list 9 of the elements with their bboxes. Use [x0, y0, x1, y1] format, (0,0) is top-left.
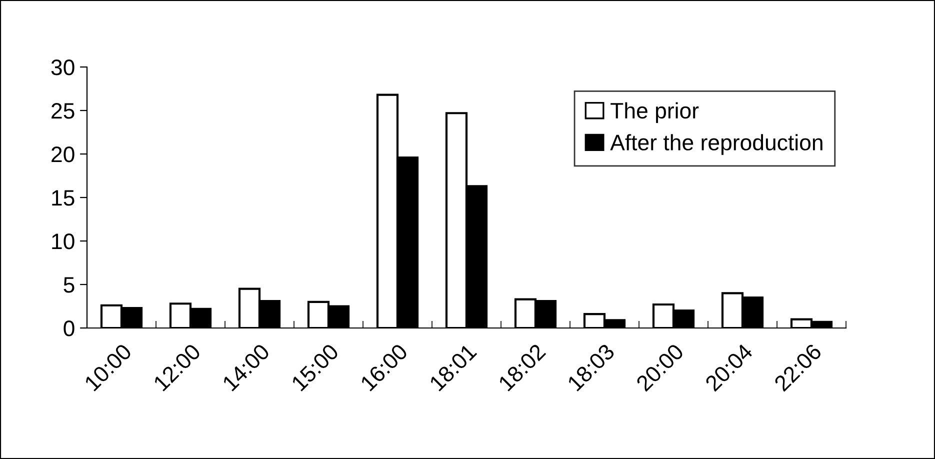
y-tick-label: 25: [52, 103, 74, 119]
y-tick-label: 5: [64, 277, 74, 293]
y-tick-label: 10: [52, 234, 74, 250]
y-tick-label: 30: [51, 60, 74, 76]
y-tick-label: 20: [52, 146, 74, 162]
y-tick-label: 0: [64, 320, 74, 336]
legend-label: The prior: [610, 102, 699, 123]
y-tick-label: 15: [52, 190, 74, 206]
legend-label: After the reproduction: [610, 134, 822, 155]
